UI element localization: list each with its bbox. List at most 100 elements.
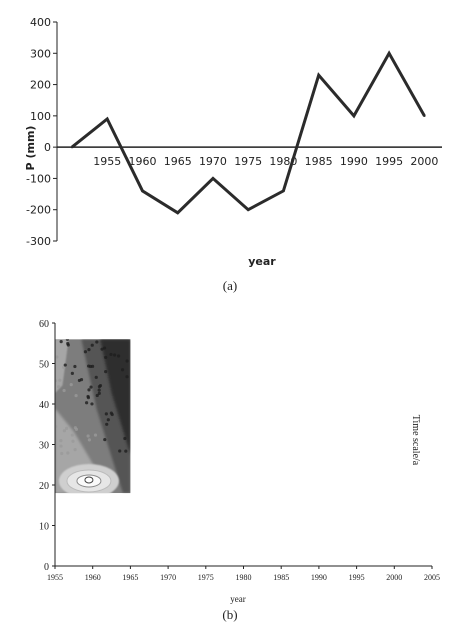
heatmap-cell [62, 365, 66, 369]
heatmap-cell [125, 375, 129, 379]
heatmap-cell [70, 433, 74, 437]
heatmap-cell [104, 412, 108, 416]
data-point [282, 189, 285, 193]
heatmap-cell [95, 340, 99, 344]
heatmap-cell [64, 426, 69, 431]
heatmap-cell [74, 393, 78, 398]
heatmap-cell [62, 429, 67, 433]
x-tick-label: 1995 [349, 573, 365, 582]
y-tick-label: 0 [44, 141, 51, 154]
heatmap-cell [103, 437, 107, 442]
heatmap-cell [73, 426, 77, 430]
heatmap-cell [105, 422, 109, 426]
heatmap-cell [71, 439, 75, 443]
panel-a-caption: (a) [223, 278, 237, 293]
x-tick-label: 1980 [236, 573, 252, 582]
heatmap-cell [113, 353, 117, 357]
data-point [211, 177, 215, 180]
heatmap-cell [83, 350, 88, 354]
y-tick-label: -300 [26, 235, 51, 248]
y-tick-label: 100 [30, 110, 51, 123]
panel-a: -300 -200 -100 0 100 200 300 400 1955 1960 1965 197… [24, 16, 442, 293]
heatmap-cell [56, 385, 61, 389]
heatmap-cell [93, 433, 98, 437]
panel-a-xlabel: year [248, 255, 276, 268]
heatmap-cell [55, 424, 58, 429]
x-tick-label: 1970 [160, 573, 176, 582]
heatmap-cell [66, 451, 70, 455]
heatmap-cell [73, 364, 77, 369]
heatmap-cell [58, 378, 62, 382]
heatmap-cell [59, 444, 63, 448]
x-tick-label: 1985 [273, 573, 289, 582]
data-point [387, 52, 391, 55]
heatmap-cell [116, 354, 121, 358]
x-tick-label: 2000 [386, 573, 402, 582]
heatmap-cell [104, 355, 108, 360]
heatmap-cell [55, 379, 58, 383]
y-tick-label: 200 [30, 79, 51, 92]
x-tick-label: 1955 [93, 155, 121, 168]
heatmap-cell [65, 339, 70, 341]
heatmap-cell [59, 439, 63, 443]
heatmap-cell [106, 418, 110, 422]
y-tick-label: 60 [39, 319, 49, 330]
heatmap-cell [69, 383, 73, 387]
x-tick-label: 1995 [375, 155, 403, 168]
heatmap-cell [86, 434, 90, 438]
x-tick-label: 1985 [305, 155, 333, 168]
data-point [423, 114, 426, 118]
x-tick-label: 1990 [340, 155, 368, 168]
x-tick-label: 1955 [47, 573, 63, 582]
heatmap-cell [118, 449, 122, 453]
x-tick-label: 1960 [128, 155, 156, 168]
heatmap-cell [123, 436, 127, 441]
y-tick-label: 0 [44, 562, 49, 573]
heatmap-cell [125, 359, 129, 363]
panel-b-xlabel: year [230, 594, 246, 604]
x-tick-label: 2000 [410, 155, 438, 168]
heatmap-cell [62, 388, 66, 393]
panel-b-ylabel: Time scale/a [410, 415, 421, 466]
panel-a-plot: -300 -200 -100 0 100 200 300 400 1955 1960 1965 197… [26, 16, 442, 248]
panel-b-caption: (b) [222, 607, 237, 622]
x-tick-label: 1970 [199, 155, 227, 168]
x-tick-label: 1975 [234, 155, 262, 168]
data-point [106, 117, 109, 121]
precip-line [71, 50, 426, 215]
heatmap-cell [77, 378, 82, 383]
data-point [176, 211, 179, 215]
heatmap-cell [104, 370, 108, 374]
panel-b: 0 10 20 30 40 50 60 1955 1960 1965 1970 1975 1980 198… [39, 319, 440, 622]
heatmap-cell [60, 451, 64, 456]
heatmap-cell [55, 355, 59, 359]
heatmap-cell [66, 341, 70, 346]
heatmap-cell [87, 388, 91, 392]
heatmap-cell [109, 411, 113, 415]
data-point [141, 189, 144, 193]
x-tick-label: 1975 [198, 573, 214, 582]
heatmap-cell [90, 343, 94, 347]
heatmap-cell [97, 388, 101, 392]
data-point [246, 208, 250, 211]
heatmap-cell [73, 447, 77, 452]
heatmap-cell [100, 347, 104, 351]
y-tick-label: 40 [39, 400, 49, 411]
x-tick-label: 1990 [311, 573, 327, 582]
heatmap-cell [94, 375, 98, 379]
panel-a-ylabel: P (mm) [24, 126, 37, 171]
data-point [352, 114, 356, 118]
heatmap-cell [89, 385, 93, 389]
heatmap-band [100, 339, 131, 455]
heatmap-cell [120, 368, 125, 372]
x-tick-label: 2005 [424, 573, 440, 582]
y-tick-label: 30 [39, 441, 49, 452]
heatmap-cell [85, 401, 89, 405]
heatmap-cell [102, 346, 107, 350]
y-tick-label: 400 [30, 16, 51, 29]
data-point [70, 145, 74, 149]
panel-b-plot: 0 10 20 30 40 50 60 1955 1960 1965 1970 1975 1980 198… [39, 319, 440, 582]
heatmap [55, 339, 131, 494]
heatmap-hot-spot [84, 476, 94, 484]
heatmap-cell [63, 363, 67, 367]
